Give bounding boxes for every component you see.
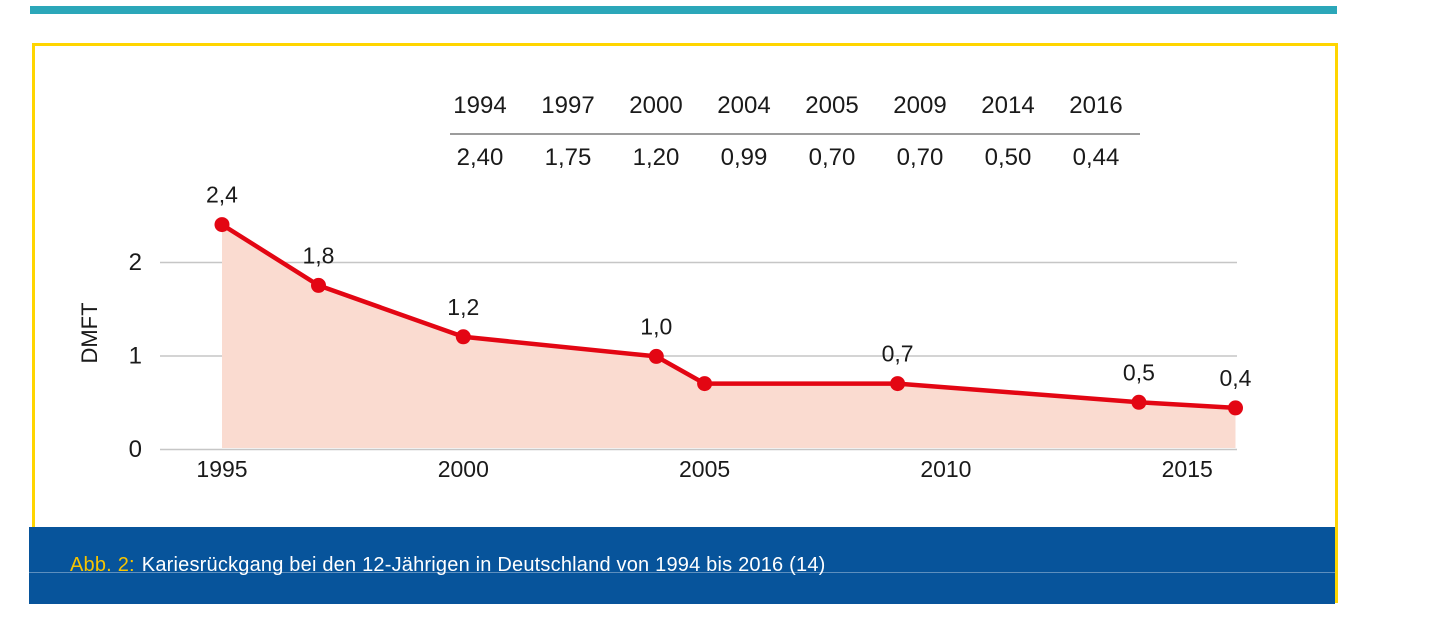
table-year-cell: 1994: [453, 92, 507, 119]
caption-title-text: Kariesrückgang bei den 12-Jährigen in De…: [141, 554, 826, 576]
table-value-cell: 0,99: [720, 144, 768, 171]
figure-caption: Abb. 2: Kariesrückgang bei den 12-Jährige…: [70, 554, 826, 577]
table-year-cell: 2000: [629, 92, 683, 119]
table-year-cell: 2004: [717, 92, 771, 119]
table-value-cell: 0,44: [1072, 144, 1120, 171]
table-year-cell: 2014: [981, 92, 1035, 119]
table-value-cell: 0,70: [808, 144, 856, 171]
table-year-row: 1994 1997 2000 2004 2005 2009 2014 2016: [436, 92, 1140, 120]
dmft-data-table: 1994 1997 2000 2004 2005 2009 2014 2016 2,40 1,7…: [436, 92, 1140, 172]
top-accent-bar: [30, 6, 1337, 14]
table-divider-rule: [450, 133, 1140, 135]
table-value-cell: 1,75: [544, 144, 592, 171]
table-value-cell: 0,70: [896, 144, 944, 171]
table-year-cell: 2005: [805, 92, 859, 119]
caption-baseline-rule: [29, 572, 1335, 573]
caption-number-label: Abb. 2:: [70, 554, 135, 576]
table-year-cell: 1997: [541, 92, 595, 119]
table-value-row: 2,40 1,75 1,20 0,99 0,70 0,70 0,50 0,44: [436, 144, 1140, 172]
table-value-cell: 2,40: [456, 144, 504, 171]
table-value-cell: 0,50: [984, 144, 1032, 171]
caption-bar: Abb. 2: Kariesrückgang bei den 12-Jährige…: [29, 527, 1335, 604]
table-value-cell: 1,20: [632, 144, 680, 171]
table-year-cell: 2009: [893, 92, 947, 119]
table-year-cell: 2016: [1069, 92, 1123, 119]
